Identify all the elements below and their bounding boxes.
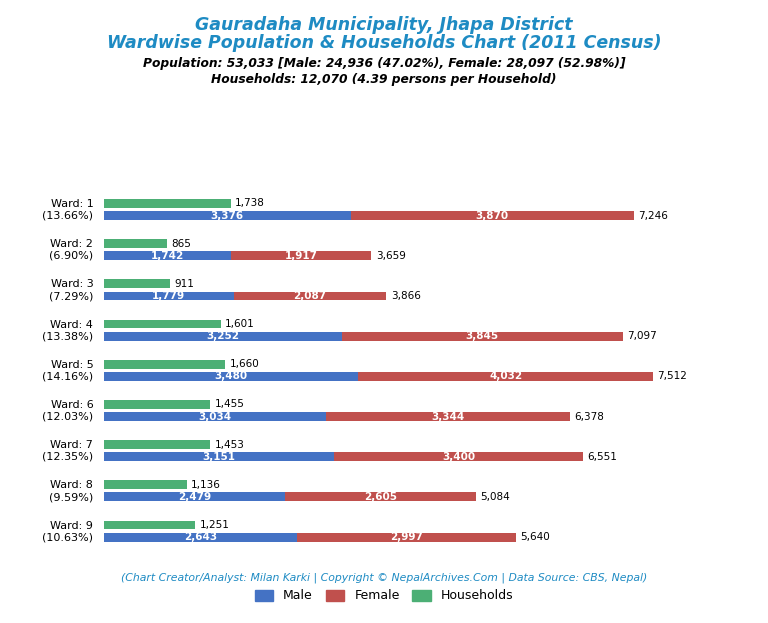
Bar bbox=[334, 452, 583, 461]
Text: 3,034: 3,034 bbox=[198, 412, 231, 422]
Bar bbox=[104, 492, 285, 502]
Text: 4,032: 4,032 bbox=[489, 371, 522, 381]
Bar bbox=[326, 412, 570, 421]
Text: 911: 911 bbox=[174, 279, 194, 289]
Text: 1,742: 1,742 bbox=[151, 250, 184, 261]
Text: 2,643: 2,643 bbox=[184, 532, 217, 542]
Text: 1,455: 1,455 bbox=[214, 399, 244, 409]
Text: 3,870: 3,870 bbox=[475, 211, 508, 221]
Text: 3,376: 3,376 bbox=[210, 211, 243, 221]
Bar bbox=[104, 199, 231, 208]
Text: 2,997: 2,997 bbox=[390, 532, 423, 542]
Text: 3,252: 3,252 bbox=[206, 331, 239, 341]
Bar bbox=[104, 360, 225, 369]
Bar bbox=[351, 211, 634, 220]
Bar bbox=[297, 533, 516, 541]
Bar bbox=[104, 533, 297, 541]
Text: 1,779: 1,779 bbox=[152, 291, 185, 301]
Text: 3,151: 3,151 bbox=[203, 452, 236, 462]
Text: 7,512: 7,512 bbox=[657, 371, 687, 381]
Bar bbox=[104, 331, 342, 341]
Bar bbox=[104, 211, 351, 220]
Text: 3,400: 3,400 bbox=[442, 452, 475, 462]
Text: 1,251: 1,251 bbox=[200, 520, 230, 530]
Bar bbox=[285, 492, 475, 502]
Text: Gauradaha Municipality, Jhapa District: Gauradaha Municipality, Jhapa District bbox=[195, 16, 573, 34]
Text: 5,084: 5,084 bbox=[480, 492, 510, 502]
Bar bbox=[104, 251, 231, 260]
Text: 3,845: 3,845 bbox=[465, 331, 498, 341]
Text: Wardwise Population & Households Chart (2011 Census): Wardwise Population & Households Chart (… bbox=[107, 34, 661, 52]
Bar bbox=[104, 521, 195, 530]
Bar bbox=[231, 251, 371, 260]
Text: 865: 865 bbox=[171, 239, 191, 249]
Text: 1,738: 1,738 bbox=[235, 199, 265, 209]
Text: 1,136: 1,136 bbox=[191, 480, 221, 490]
Bar bbox=[104, 372, 358, 381]
Bar bbox=[104, 412, 326, 421]
Text: Households: 12,070 (4.39 persons per Household): Households: 12,070 (4.39 persons per Hou… bbox=[211, 73, 557, 86]
Text: 3,480: 3,480 bbox=[214, 371, 247, 381]
Text: 2,087: 2,087 bbox=[293, 291, 326, 301]
Bar bbox=[104, 480, 187, 489]
Bar bbox=[104, 292, 233, 300]
Text: 1,453: 1,453 bbox=[214, 440, 244, 450]
Text: 1,660: 1,660 bbox=[230, 359, 260, 369]
Text: 2,605: 2,605 bbox=[364, 492, 397, 502]
Text: 7,097: 7,097 bbox=[627, 331, 657, 341]
Text: (Chart Creator/Analyst: Milan Karki | Copyright © NepalArchives.Com | Data Sourc: (Chart Creator/Analyst: Milan Karki | Co… bbox=[121, 573, 647, 583]
Bar bbox=[104, 400, 210, 409]
Legend: Male, Female, Households: Male, Female, Households bbox=[250, 584, 518, 607]
Text: 5,640: 5,640 bbox=[521, 532, 551, 542]
Bar bbox=[104, 320, 220, 328]
Bar bbox=[104, 239, 167, 248]
Text: 3,866: 3,866 bbox=[391, 291, 421, 301]
Text: 3,659: 3,659 bbox=[376, 250, 406, 261]
Bar bbox=[358, 372, 653, 381]
Bar bbox=[233, 292, 386, 300]
Bar bbox=[342, 331, 623, 341]
Text: Population: 53,033 [Male: 24,936 (47.02%), Female: 28,097 (52.98%)]: Population: 53,033 [Male: 24,936 (47.02%… bbox=[143, 57, 625, 70]
Bar bbox=[104, 440, 210, 449]
Text: 1,601: 1,601 bbox=[225, 319, 255, 329]
Bar bbox=[104, 452, 334, 461]
Text: 1,917: 1,917 bbox=[285, 250, 318, 261]
Bar bbox=[104, 280, 170, 288]
Text: 3,344: 3,344 bbox=[432, 412, 465, 422]
Text: 6,551: 6,551 bbox=[588, 452, 617, 462]
Text: 2,479: 2,479 bbox=[177, 492, 211, 502]
Text: 6,378: 6,378 bbox=[574, 412, 604, 422]
Text: 7,246: 7,246 bbox=[638, 211, 668, 221]
